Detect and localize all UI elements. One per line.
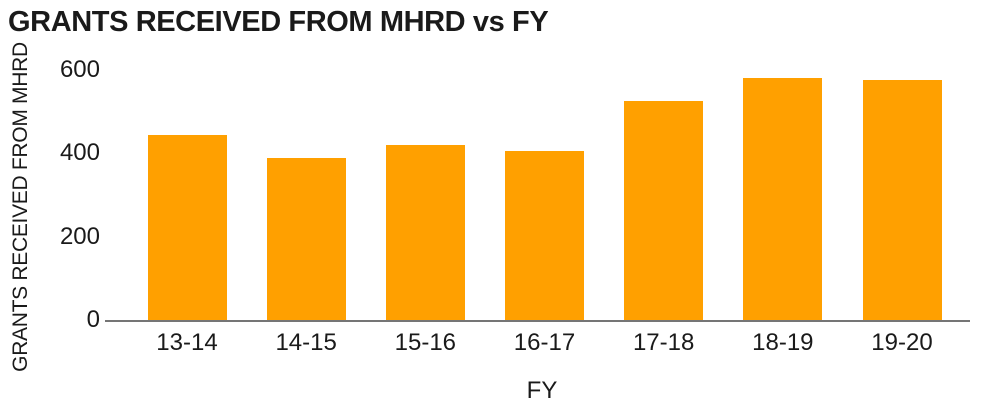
- bar-16-17: [505, 151, 584, 320]
- bar-19-20: [862, 80, 942, 320]
- x-tick-label-19-20: 19-20: [871, 329, 933, 356]
- y-tick-label-600: 600: [59, 56, 100, 83]
- y-tick-label-400: 400: [59, 139, 100, 167]
- x-tick-label-14-15: 14-15: [275, 329, 337, 356]
- chart-title: GRANTS RECEIVED FROM MHRD vs FY: [8, 6, 549, 38]
- bar-13-14: [147, 134, 227, 320]
- plot-area: [105, 70, 970, 322]
- bar-17-18: [624, 101, 704, 320]
- x-tick-label-18-19: 18-19: [752, 329, 814, 356]
- y-tick-label-0: 0: [86, 306, 100, 333]
- bar-18-19: [743, 78, 823, 320]
- x-axis-title: FY: [526, 377, 558, 404]
- bar-15-16: [385, 145, 465, 320]
- x-tick-label-17-18: 17-18: [632, 329, 695, 356]
- x-tick-label-13-14: 13-14: [156, 329, 218, 356]
- x-tick-label-16-17: 16-17: [513, 329, 576, 356]
- x-tick-label-15-16: 15-16: [394, 329, 457, 356]
- y-tick-label-200: 200: [59, 222, 100, 250]
- x-axis-line: [105, 320, 970, 322]
- bar-14-15: [266, 157, 346, 320]
